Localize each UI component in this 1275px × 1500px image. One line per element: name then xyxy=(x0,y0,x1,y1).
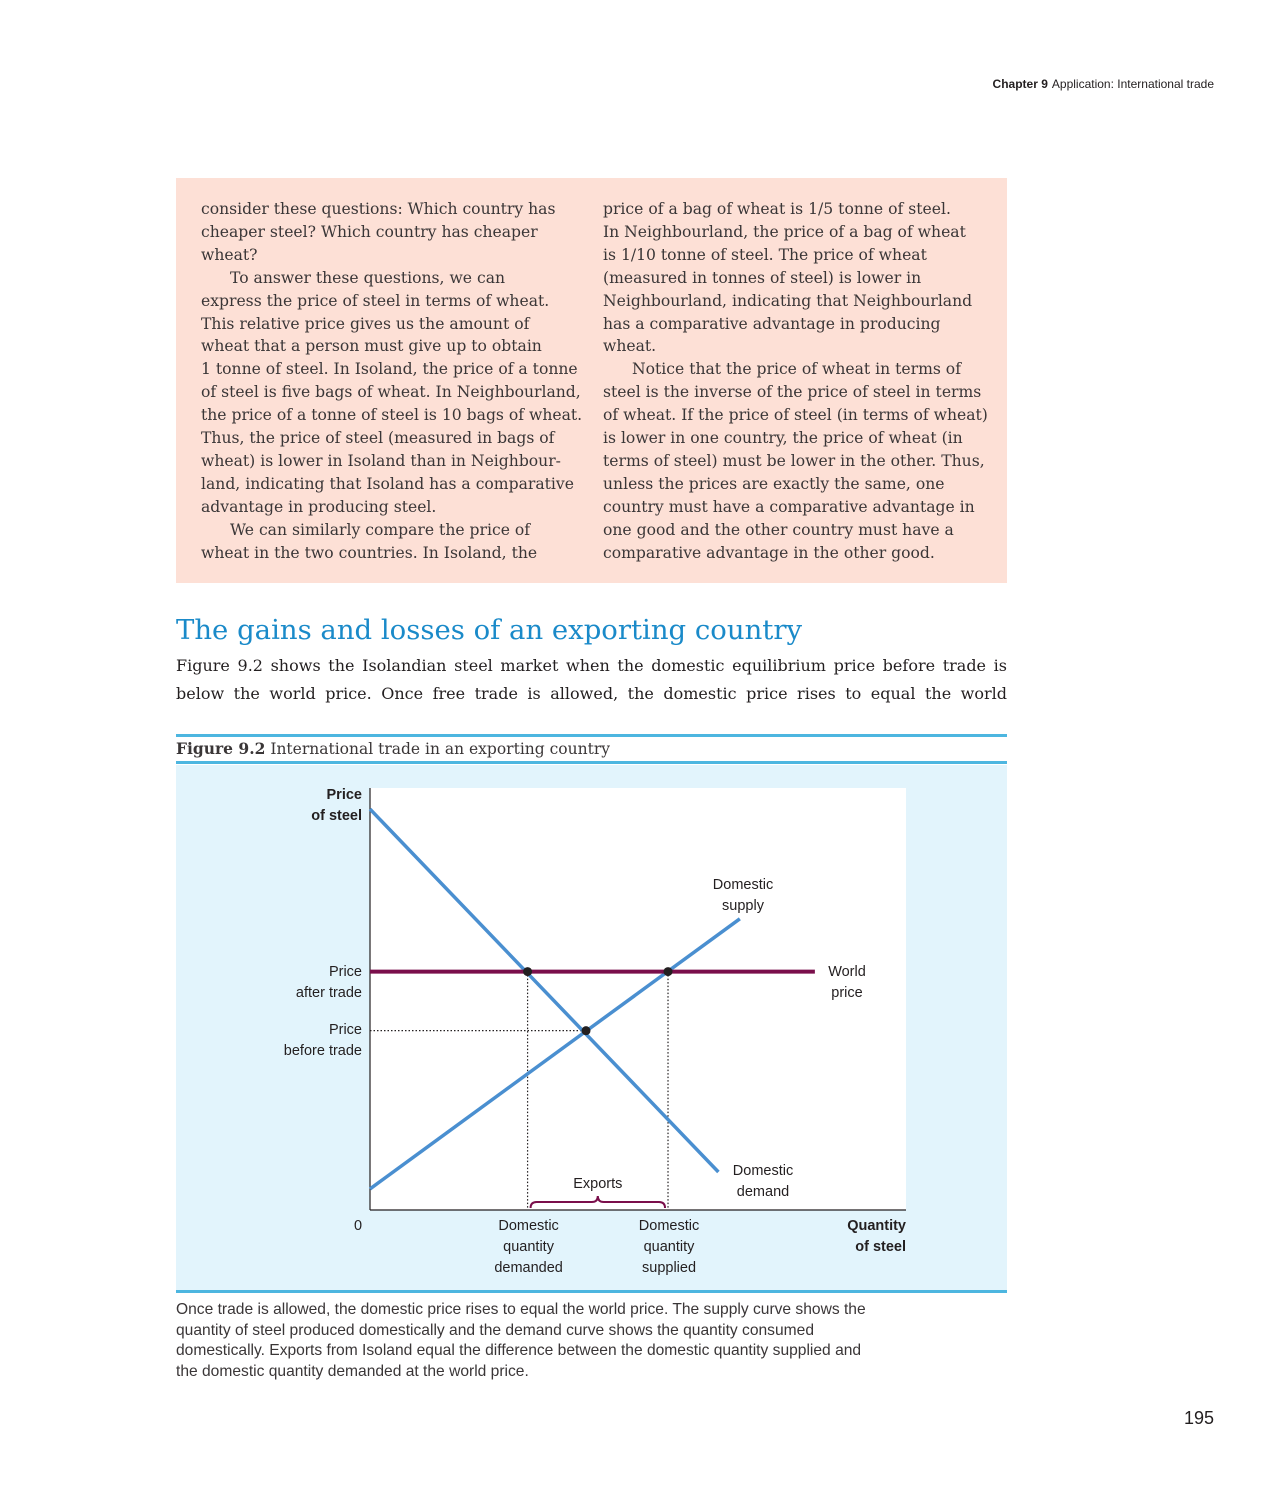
box-line: of steel is five bags of wheat. In Neigh… xyxy=(201,383,581,402)
x-axis-title: Quantity of steel xyxy=(847,1218,906,1255)
world-price-label: World price xyxy=(828,964,866,1001)
box-line: has a comparative advantage in producing xyxy=(603,314,941,333)
box-column-left: consider these questions: Which country … xyxy=(201,198,583,565)
figure-note-line: Once trade is allowed, the domestic pric… xyxy=(176,1301,866,1318)
box-line: consider these questions: Which country … xyxy=(201,200,556,218)
box-line: price of a bag of wheat is 1/5 tonne of … xyxy=(603,200,951,218)
exports-brace xyxy=(529,1195,667,1209)
running-head: Chapter 9 Application: International trad… xyxy=(993,77,1214,91)
box-column-right: price of a bag of wheat is 1/5 tonne of … xyxy=(603,198,988,565)
y-axis-title: Price of steel xyxy=(311,787,362,824)
demand-at-world-price-point xyxy=(523,967,533,977)
box-line: is 1/10 tonne of steel. The price of whe… xyxy=(603,245,927,264)
figure-note-line: quantity of steel produced domestically … xyxy=(176,1321,814,1339)
box-line: In Neighbourland, the price of a bag of … xyxy=(603,222,966,241)
quantity-demanded-label: Domestic quantity demanded xyxy=(494,1218,563,1276)
figure-title: International trade in an exporting coun… xyxy=(270,740,610,758)
box-line: of wheat. If the price of steel (in term… xyxy=(603,406,988,425)
box-line: Notice that the price of wheat in terms … xyxy=(632,360,961,379)
figure-note-line: the domestic quantity demanded at the wo… xyxy=(176,1363,529,1381)
figure-number: Figure 9.2 xyxy=(176,739,266,758)
domestic-demand-label: Domestic demand xyxy=(733,1163,793,1200)
supply-at-world-price-point xyxy=(663,967,673,977)
domestic-supply-line xyxy=(368,917,741,1191)
exports-label: Exports xyxy=(573,1176,622,1192)
box-line: This relative price gives us the amount … xyxy=(201,314,530,333)
box-line: is lower in one country, the price of wh… xyxy=(603,429,963,448)
box-line: 1 tonne of steel. In Isoland, the price … xyxy=(201,360,578,379)
box-line: terms of steel) must be lower in the oth… xyxy=(603,451,985,470)
figure-caption-rule xyxy=(176,761,1007,764)
box-line: steel is the inverse of the price of ste… xyxy=(603,383,982,402)
figure-caption: Figure 9.2 International trade in an exp… xyxy=(176,739,610,758)
chapter-title: Application: International trade xyxy=(1051,77,1214,91)
page-number: 195 xyxy=(1183,1408,1214,1428)
comparative-advantage-box: consider these questions: Which country … xyxy=(176,178,1007,583)
box-line: We can similarly compare the price of xyxy=(230,520,531,539)
figure-bottom-rule xyxy=(176,1290,1007,1293)
figure-note: Once trade is allowed, the domestic pric… xyxy=(176,1300,1016,1383)
body-text-line: below the world price. Once free trade i… xyxy=(176,684,1007,703)
quantity-supplied-label: Domestic quantity supplied xyxy=(639,1218,699,1276)
section-heading: The gains and losses of an exporting cou… xyxy=(176,614,803,646)
body-text-line: Figure 9.2 shows the Isolandian steel ma… xyxy=(176,656,1007,675)
box-line: wheat that a person must give up to obta… xyxy=(201,337,542,356)
box-line: land, indicating that Isoland has a comp… xyxy=(201,474,574,493)
box-line: advantage in producing steel. xyxy=(201,497,437,516)
box-line: wheat. xyxy=(603,337,657,356)
chapter-label: Chapter 9 xyxy=(992,77,1048,91)
box-line: (measured in tonnes of steel) is lower i… xyxy=(603,268,922,287)
origin-label: 0 xyxy=(354,1218,362,1234)
price-after-trade-label: Price after trade xyxy=(296,964,362,1001)
box-line: wheat) is lower in Isoland than in Neigh… xyxy=(201,451,561,470)
figure-panel: Exports Price of steel Quantity of steel 0 Pri… xyxy=(176,765,1007,1290)
plot-area xyxy=(370,788,906,1210)
box-line: Neighbourland, indicating that Neighbour… xyxy=(603,291,973,310)
box-line: wheat? xyxy=(201,245,258,264)
box-line: the price of a tonne of steel is 10 bags… xyxy=(201,406,583,425)
box-line: country must have a comparative advantag… xyxy=(603,497,975,516)
price-before-trade-label: Price before trade xyxy=(284,1022,362,1059)
figure-note-line: domestically. Exports from Isoland equal… xyxy=(176,1342,862,1360)
box-line: comparative advantage in the other good. xyxy=(603,543,935,562)
figure-top-rule xyxy=(176,734,1007,737)
box-line: wheat in the two countries. In Isoland, … xyxy=(201,543,538,562)
domestic-demand-line xyxy=(368,807,720,1174)
box-line: cheaper steel? Which country has cheaper xyxy=(201,222,538,241)
equilibrium-before-trade-point xyxy=(581,1026,591,1036)
box-line: express the price of steel in terms of w… xyxy=(201,291,550,310)
box-line: one good and the other country must have… xyxy=(603,520,954,539)
box-line: To answer these questions, we can xyxy=(230,268,506,287)
exporting-country-chart: Exports Price of steel Quantity of steel 0 Pri… xyxy=(284,787,906,1276)
domestic-supply-label: Domestic supply xyxy=(713,877,773,914)
box-line: unless the prices are exactly the same, … xyxy=(603,474,945,493)
box-line: Thus, the price of steel (measured in ba… xyxy=(201,429,555,448)
